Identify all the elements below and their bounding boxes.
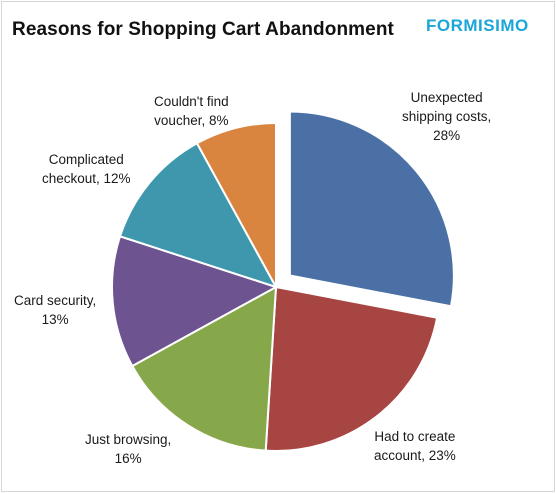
slice-label-just-browsing: Just browsing, 16% bbox=[85, 432, 172, 466]
slice-label-voucher: Couldn't find voucher, 8% bbox=[154, 94, 229, 128]
pie-slice-card-security bbox=[111, 235, 279, 368]
slice-label-complicated-checkout: Complicated checkout, 12% bbox=[42, 152, 131, 186]
slice-label-create-account: Had to create account, 23% bbox=[374, 429, 456, 463]
pie-slice-complicated-checkout bbox=[118, 141, 279, 289]
formisimo-logo: FORMISIMO bbox=[426, 16, 529, 35]
slice-label-card-security: Card security, 13% bbox=[14, 293, 97, 327]
pie-slice-unexpected-shipping-costs bbox=[288, 110, 455, 308]
pie-slice-had-to-create-account bbox=[264, 285, 439, 452]
pie-slice-just-browsing bbox=[130, 285, 278, 452]
pie-slice-couldn-t-find-voucher bbox=[195, 121, 277, 288]
chart-title: Reasons for Shopping Cart Abandonment bbox=[12, 19, 394, 40]
slice-label-unexpected-shipping: Unexpected shipping costs, 28% bbox=[402, 90, 492, 143]
